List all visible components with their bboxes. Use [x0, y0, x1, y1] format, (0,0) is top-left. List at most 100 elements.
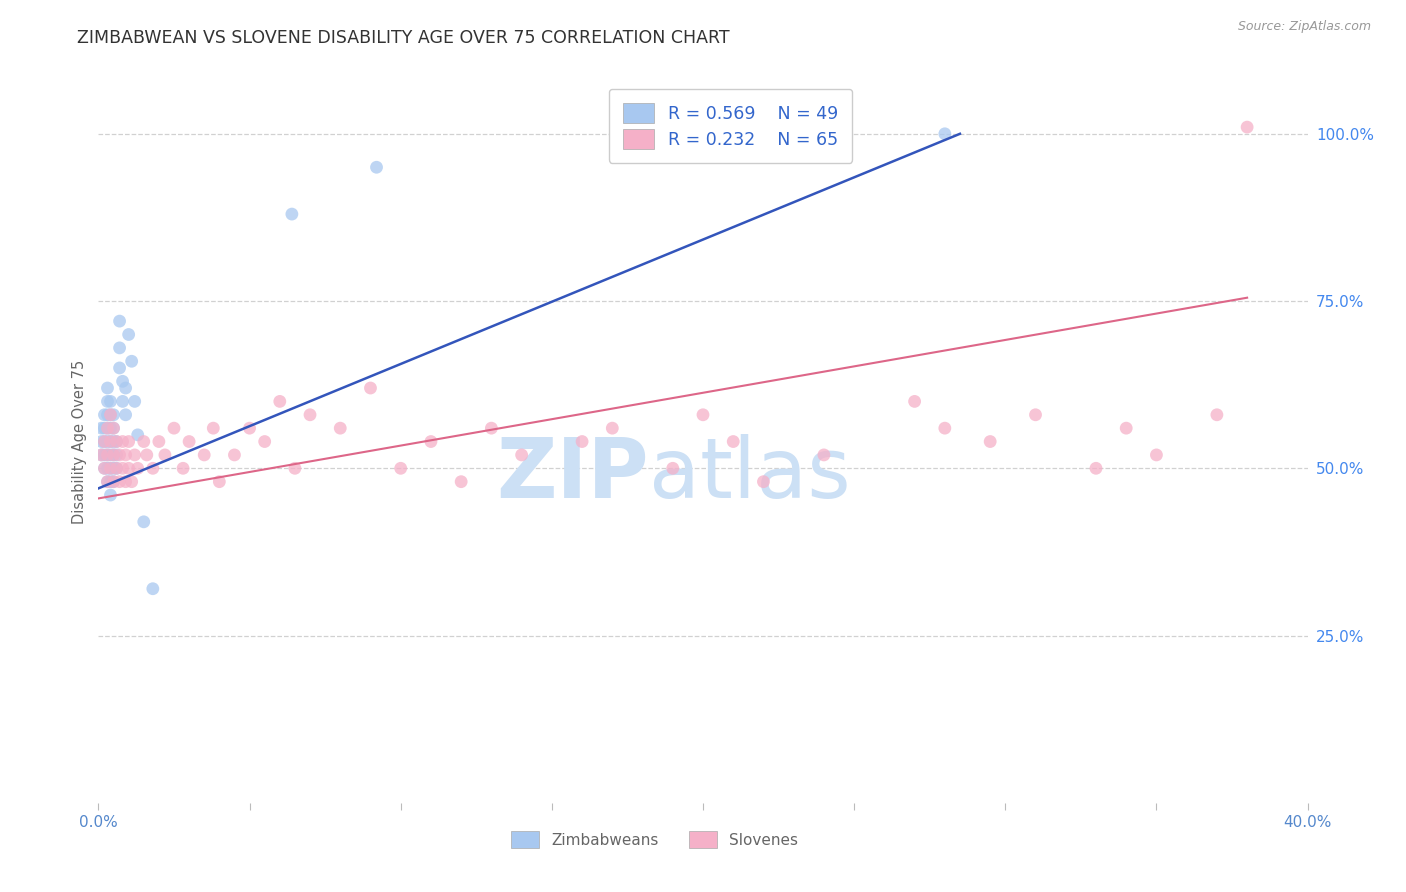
- Point: [481, 421, 503, 435]
- Point: [103, 448, 125, 462]
- Point: [103, 461, 125, 475]
- Point: [114, 475, 136, 489]
- Point: [105, 461, 128, 475]
- Point: [90, 448, 112, 462]
- Point: [114, 448, 136, 462]
- Point: [284, 461, 307, 475]
- Point: [450, 475, 472, 489]
- Point: [100, 434, 122, 449]
- Point: [389, 461, 412, 475]
- Point: [90, 421, 112, 435]
- Point: [163, 421, 186, 435]
- Point: [179, 434, 201, 449]
- Point: [93, 434, 115, 449]
- Point: [100, 408, 122, 422]
- Point: [142, 461, 165, 475]
- Point: [979, 434, 1001, 449]
- Point: [108, 361, 131, 376]
- Text: Source: ZipAtlas.com: Source: ZipAtlas.com: [1237, 20, 1371, 33]
- Point: [96, 448, 118, 462]
- Point: [96, 381, 118, 395]
- Point: [121, 354, 143, 368]
- Point: [100, 475, 122, 489]
- Point: [96, 475, 118, 489]
- Point: [103, 475, 125, 489]
- Point: [118, 434, 141, 449]
- Point: [934, 421, 956, 435]
- Point: [108, 448, 131, 462]
- Point: [208, 475, 231, 489]
- Point: [111, 375, 134, 389]
- Point: [93, 408, 115, 422]
- Point: [224, 448, 246, 462]
- Point: [96, 434, 118, 449]
- Point: [1206, 408, 1229, 422]
- Point: [153, 448, 176, 462]
- Point: [202, 421, 225, 435]
- Point: [692, 408, 714, 422]
- Point: [111, 461, 134, 475]
- Point: [100, 394, 122, 409]
- Point: [934, 127, 956, 141]
- Point: [813, 448, 835, 462]
- Point: [100, 461, 122, 475]
- Point: [118, 327, 141, 342]
- Point: [193, 448, 215, 462]
- Point: [253, 434, 276, 449]
- Point: [148, 434, 170, 449]
- Point: [239, 421, 262, 435]
- Point: [111, 434, 134, 449]
- Point: [105, 434, 128, 449]
- Point: [281, 207, 304, 221]
- Y-axis label: Disability Age Over 75: Disability Age Over 75: [72, 359, 87, 524]
- Point: [93, 461, 115, 475]
- Point: [108, 475, 131, 489]
- Point: [114, 408, 136, 422]
- Point: [172, 461, 194, 475]
- Point: [420, 434, 443, 449]
- Point: [100, 488, 122, 502]
- Point: [105, 448, 128, 462]
- Point: [1085, 461, 1108, 475]
- Point: [661, 461, 683, 475]
- Point: [124, 394, 146, 409]
- Point: [904, 394, 927, 409]
- Point: [100, 421, 122, 435]
- Point: [93, 421, 115, 435]
- Point: [93, 461, 115, 475]
- Text: ZIMBABWEAN VS SLOVENE DISABILITY AGE OVER 75 CORRELATION CHART: ZIMBABWEAN VS SLOVENE DISABILITY AGE OVE…: [77, 29, 730, 46]
- Point: [121, 475, 143, 489]
- Point: [103, 408, 125, 422]
- Point: [103, 421, 125, 435]
- Point: [1115, 421, 1137, 435]
- Point: [114, 381, 136, 395]
- Point: [96, 394, 118, 409]
- Point: [142, 582, 165, 596]
- Point: [90, 434, 112, 449]
- Point: [127, 461, 149, 475]
- Point: [90, 448, 112, 462]
- Point: [366, 161, 388, 175]
- Point: [96, 421, 118, 435]
- Point: [105, 434, 128, 449]
- Point: [127, 427, 149, 442]
- Point: [96, 461, 118, 475]
- Point: [360, 381, 382, 395]
- Point: [1236, 120, 1258, 135]
- Legend: Zimbabweans, Slovenes: Zimbabweans, Slovenes: [505, 824, 804, 855]
- Point: [108, 314, 131, 328]
- Point: [723, 434, 745, 449]
- Point: [105, 461, 128, 475]
- Point: [103, 434, 125, 449]
- Point: [103, 421, 125, 435]
- Text: atlas: atlas: [648, 434, 851, 515]
- Point: [299, 408, 322, 422]
- Text: ZIP: ZIP: [496, 434, 648, 515]
- Point: [96, 475, 118, 489]
- Point: [108, 341, 131, 355]
- Point: [1144, 448, 1167, 462]
- Point: [103, 448, 125, 462]
- Point: [118, 461, 141, 475]
- Point: [93, 434, 115, 449]
- Point: [571, 434, 593, 449]
